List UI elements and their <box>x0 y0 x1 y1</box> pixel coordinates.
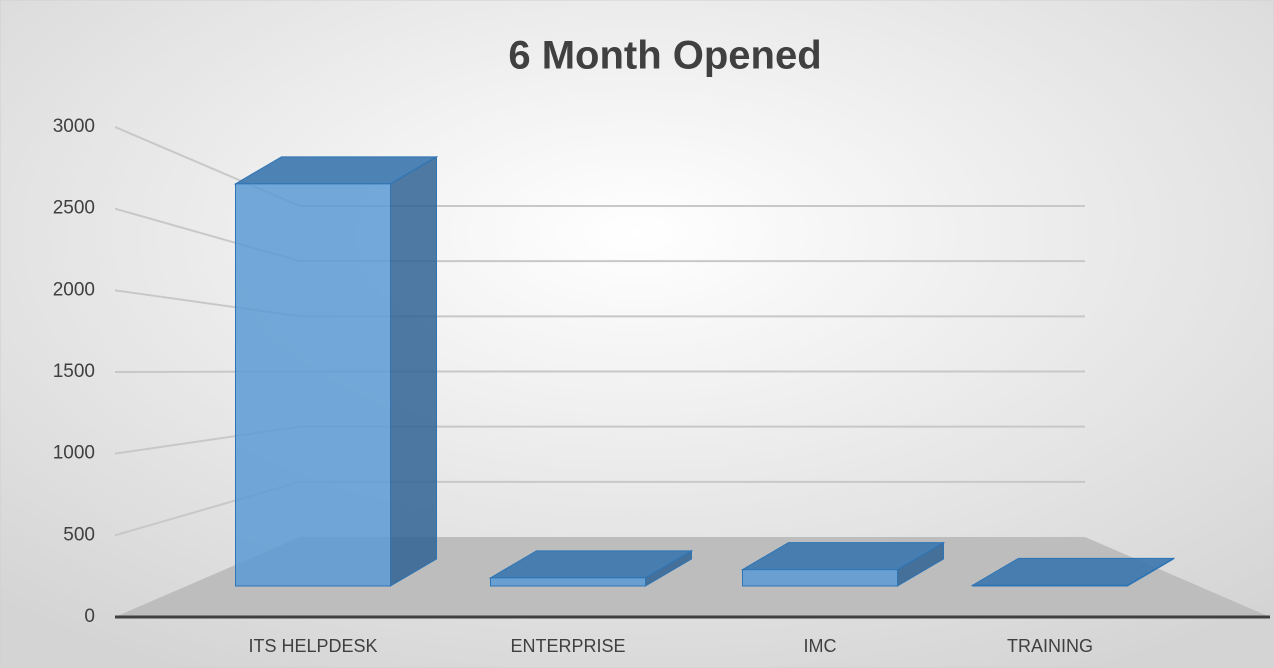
x-tick-label: IMC <box>804 636 837 656</box>
y-tick-label: 3000 <box>53 116 95 137</box>
y-tick-label: 500 <box>63 524 95 545</box>
y-tick-label: 2000 <box>53 279 95 300</box>
chart-title: 6 Month Opened <box>508 34 821 78</box>
bar <box>742 569 898 587</box>
y-tick-label: 1500 <box>53 361 95 382</box>
bar-side <box>390 155 437 587</box>
x-tick-label: ITS HELPDESK <box>248 636 377 656</box>
y-tick-label: 0 <box>84 606 95 627</box>
x-tick-label: TRAINING <box>1007 636 1093 656</box>
y-tick-label: 2500 <box>53 198 95 219</box>
bar <box>972 584 1128 587</box>
y-tick-label: 1000 <box>53 443 95 464</box>
bar <box>490 577 646 587</box>
x-tick-label: ENTERPRISE <box>510 636 625 656</box>
bar <box>235 183 391 587</box>
